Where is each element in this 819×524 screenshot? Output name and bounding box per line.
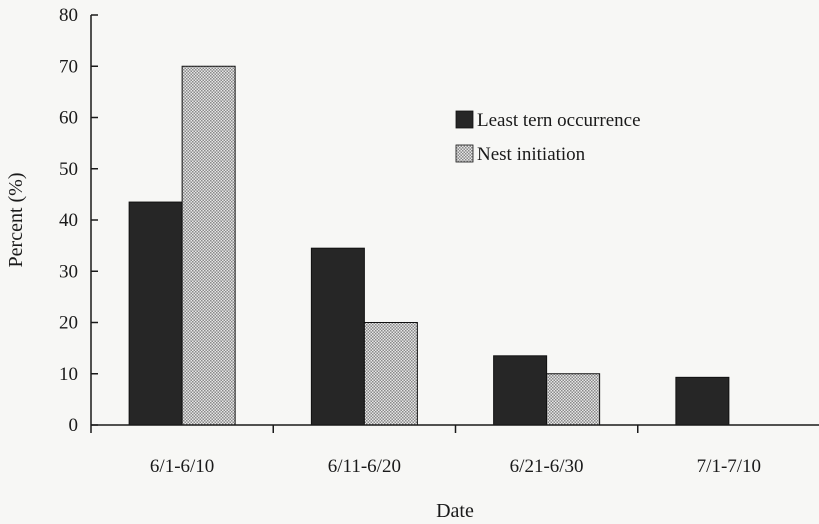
y-tick-label: 70 [59,56,78,77]
y-tick-label: 80 [59,5,78,26]
y-tick-label: 10 [59,364,78,385]
y-tick-label: 0 [69,415,79,436]
bar-nest-initiation [181,65,236,426]
x-category-label: 6/1-6/10 [150,456,214,477]
legend-label-occurrence: Least tern occurrence [477,110,641,131]
bar-occurrence [675,376,730,426]
y-tick-label: 50 [59,159,78,180]
y-tick-label: 30 [59,261,78,282]
x-axis: 6/1-6/10 6/11-6/20 6/21-6/30 7/1-7/10 [90,424,819,477]
bar-nest-initiation [363,322,418,426]
x-axis-title: Date [436,500,474,522]
x-category-label: 7/1-7/10 [697,456,761,477]
legend-item-nest-initiation: Nest initiation [455,144,586,165]
legend-label-nest-initiation: Nest initiation [477,144,586,165]
y-tick-label: 20 [59,313,78,334]
bars-group [128,65,730,426]
y-axis: 0 10 20 30 40 50 60 70 80 [59,5,98,436]
bar-occurrence [128,201,183,426]
y-ticks-group: 0 10 20 30 40 50 60 70 80 [59,5,98,436]
bar-occurrence [310,247,365,426]
y-axis-title: Percent (%) [5,173,27,268]
bar-occurrence [493,355,548,426]
legend-swatch-occurrence [455,110,474,129]
y-tick-label: 40 [59,210,78,231]
legend: Least tern occurrence Nest initiation [455,110,641,165]
bar-nest-initiation [546,373,601,426]
legend-item-occurrence: Least tern occurrence [455,110,641,131]
y-tick-label: 60 [59,108,78,129]
x-ticks-group: 6/1-6/10 6/11-6/20 6/21-6/30 7/1-7/10 [90,425,761,477]
x-category-label: 6/11-6/20 [328,456,401,477]
plot-area: 0 10 20 30 40 50 60 70 80 6/1-6/10 6/11-6/20 6/21-… [59,5,819,477]
legend-swatch-nest-initiation [455,144,474,163]
x-category-label: 6/21-6/30 [510,456,584,477]
